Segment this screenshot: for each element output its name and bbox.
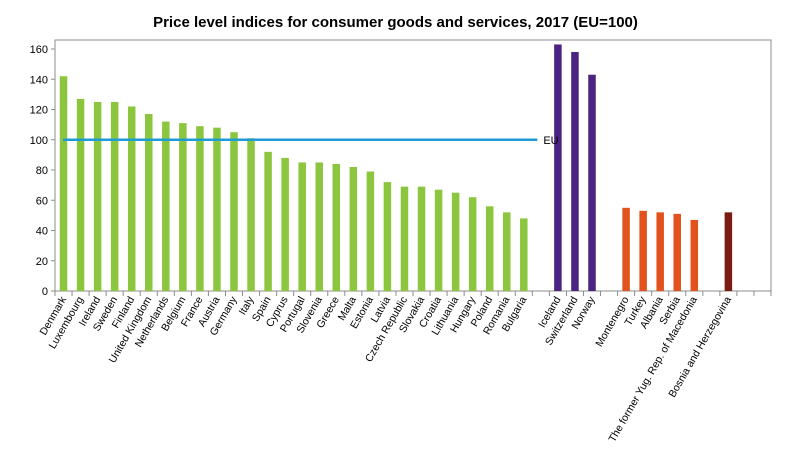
y-tick-label: 100 [30, 135, 48, 147]
bar [417, 186, 426, 291]
bar [571, 52, 579, 292]
bar [196, 126, 204, 291]
bar [145, 114, 153, 291]
bar [724, 212, 733, 291]
y-tick-label: 60 [36, 195, 48, 207]
plot-area: 020406080100120140160EUDenmarkLuxembourg… [30, 39, 772, 444]
eu-reference-label: EU [543, 135, 558, 147]
plot-frame [54, 39, 772, 292]
bar [264, 151, 272, 291]
bar [503, 212, 511, 291]
bar [434, 189, 443, 291]
bar [59, 76, 68, 291]
bar [639, 210, 647, 291]
y-tick-label: 140 [30, 74, 48, 86]
y-tick-label: 0 [42, 286, 48, 298]
bar [588, 74, 596, 292]
bar [332, 163, 341, 291]
y-tick-label: 120 [30, 105, 48, 117]
bar [400, 186, 409, 291]
bar [213, 127, 221, 292]
bar [281, 157, 289, 291]
y-tick-label: 40 [36, 226, 48, 238]
bar [485, 206, 494, 291]
bar [230, 132, 238, 291]
bar [673, 213, 681, 291]
bar [622, 207, 630, 291]
y-tick-label: 160 [30, 44, 48, 56]
bar [76, 98, 85, 291]
bar [520, 218, 528, 291]
bar [383, 182, 392, 291]
y-tick-label: 80 [36, 165, 48, 177]
bar [366, 171, 375, 291]
y-tick-label: 20 [36, 256, 48, 268]
bar [179, 123, 187, 291]
bar [468, 197, 477, 291]
bar [110, 101, 119, 291]
bar [93, 101, 102, 291]
bar [315, 162, 323, 291]
bar [656, 212, 664, 291]
chart-title: Price level indices for consumer goods a… [153, 14, 638, 31]
bar [349, 166, 358, 291]
bar [554, 44, 562, 292]
bar [162, 121, 170, 291]
bar [298, 162, 306, 291]
bar [690, 219, 699, 291]
bar [451, 192, 460, 291]
bar [127, 106, 136, 291]
bar [247, 138, 255, 291]
